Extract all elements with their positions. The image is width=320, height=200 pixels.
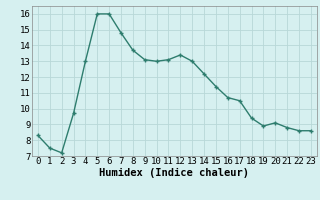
X-axis label: Humidex (Indice chaleur): Humidex (Indice chaleur) (100, 168, 249, 178)
